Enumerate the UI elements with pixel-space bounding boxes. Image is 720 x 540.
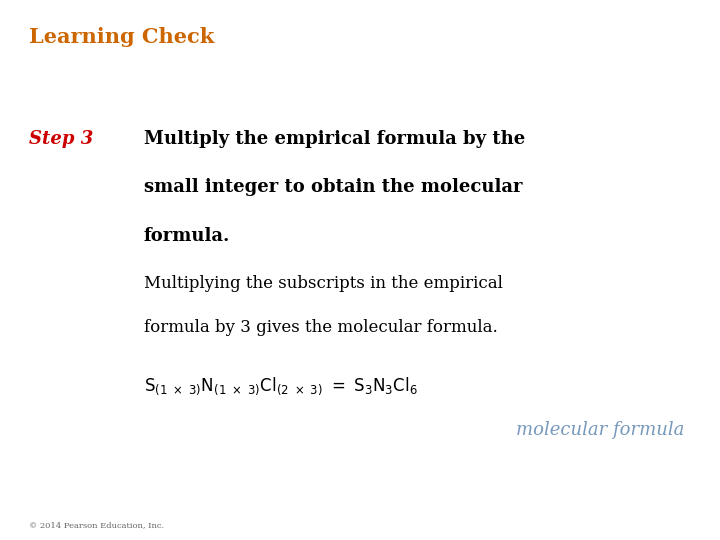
Text: small integer to obtain the molecular: small integer to obtain the molecular [144, 178, 523, 196]
Text: molecular formula: molecular formula [516, 421, 684, 439]
Text: $\mathrm{S_{(1\ \times\ 3)}N_{(1\ \times\ 3)}Cl_{(2\ \times\ 3)}\ =\ S_3N_3Cl_6}: $\mathrm{S_{(1\ \times\ 3)}N_{(1\ \times… [144, 375, 418, 397]
Text: Multiply the empirical formula by the: Multiply the empirical formula by the [144, 130, 526, 147]
Text: Multiplying the subscripts in the empirical: Multiplying the subscripts in the empiri… [144, 275, 503, 292]
Text: Step 3: Step 3 [29, 130, 93, 147]
Text: formula.: formula. [144, 227, 230, 245]
Text: formula by 3 gives the molecular formula.: formula by 3 gives the molecular formula… [144, 319, 498, 335]
Text: Learning Check: Learning Check [29, 27, 214, 47]
Text: © 2014 Pearson Education, Inc.: © 2014 Pearson Education, Inc. [29, 521, 164, 529]
